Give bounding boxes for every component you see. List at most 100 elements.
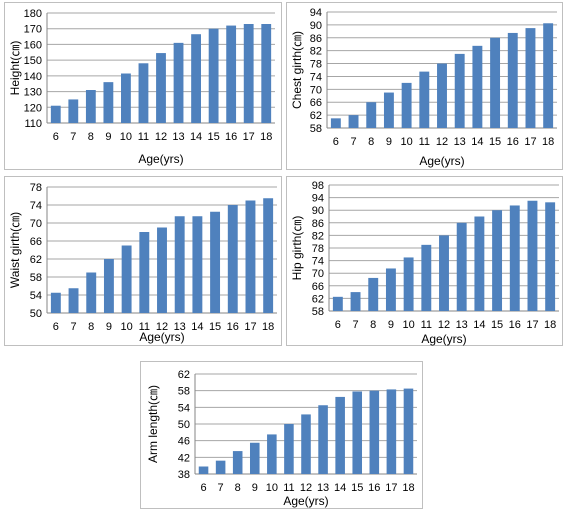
bar bbox=[198, 466, 209, 474]
x-tick-label: 12 bbox=[300, 482, 312, 494]
y-tick-label: 62 bbox=[30, 254, 42, 266]
bar bbox=[191, 34, 201, 123]
y-tick-label: 170 bbox=[24, 24, 42, 36]
x-tick-label: 15 bbox=[489, 136, 501, 148]
y-tick-label: 70 bbox=[310, 84, 322, 96]
bar bbox=[352, 391, 363, 474]
y-tick-label: 58 bbox=[30, 272, 42, 284]
x-tick-label: 15 bbox=[351, 482, 363, 494]
x-tick-label: 6 bbox=[53, 321, 59, 333]
x-tick-label: 13 bbox=[454, 136, 466, 148]
bar bbox=[525, 28, 536, 128]
bar bbox=[68, 99, 79, 123]
chart-height: 110 120 130 140 150 160 170 180 6 7 8 9 10 11 12 13 14 15… bbox=[4, 2, 282, 170]
bar bbox=[386, 389, 397, 474]
y-tick-label: 58 bbox=[312, 306, 324, 318]
chart-arm-length: 38 42 46 50 54 58 62 6 7 8 9 10 11 12 13 14 15 16 17 18 Age(… bbox=[140, 361, 423, 509]
bar bbox=[138, 63, 149, 123]
bar bbox=[401, 82, 412, 128]
bar bbox=[121, 73, 131, 123]
bar bbox=[226, 25, 237, 124]
y-tick-label: 58 bbox=[310, 123, 322, 135]
bar bbox=[474, 216, 485, 311]
y-tick-label: 94 bbox=[312, 193, 324, 205]
bar bbox=[261, 24, 272, 123]
y-tick-label: 50 bbox=[30, 308, 42, 320]
bar bbox=[403, 388, 414, 474]
x-tick-label: 6 bbox=[335, 319, 341, 331]
y-tick-label: 82 bbox=[312, 230, 324, 242]
x-tick-label: 8 bbox=[368, 136, 374, 148]
x-tick-label: 14 bbox=[334, 482, 346, 494]
x-tick-label: 10 bbox=[266, 482, 278, 494]
bar bbox=[368, 277, 379, 311]
bar bbox=[301, 414, 311, 474]
y-tick-label: 74 bbox=[312, 256, 324, 268]
bar bbox=[385, 268, 396, 311]
y-tick-label: 70 bbox=[312, 268, 324, 280]
y-tick-label: 98 bbox=[312, 180, 324, 192]
bar bbox=[318, 405, 328, 474]
bar bbox=[332, 296, 343, 311]
y-tick-label: 42 bbox=[178, 452, 190, 464]
x-tick-label: 17 bbox=[524, 136, 536, 148]
bar bbox=[243, 24, 254, 123]
bar bbox=[509, 205, 520, 311]
x-tick-label: 12 bbox=[438, 319, 450, 331]
x-axis-title: Age(yrs) bbox=[419, 154, 464, 168]
x-tick-label: 13 bbox=[172, 131, 184, 143]
y-tick-label: 86 bbox=[310, 33, 322, 45]
y-tick-label: 160 bbox=[24, 39, 42, 51]
y-tick-label: 62 bbox=[312, 293, 324, 305]
y-tick-label: 66 bbox=[30, 236, 42, 248]
x-tick-label: 16 bbox=[227, 321, 239, 333]
y-tick-label: 150 bbox=[24, 55, 42, 67]
x-tick-label: 14 bbox=[191, 321, 203, 333]
bar bbox=[156, 53, 166, 124]
bar bbox=[192, 216, 203, 313]
y-tick-label: 74 bbox=[30, 200, 42, 212]
x-tick-label: 8 bbox=[370, 319, 376, 331]
bar bbox=[335, 396, 345, 474]
x-axis-title: Age(yrs) bbox=[138, 152, 183, 166]
x-tick-label: 10 bbox=[120, 321, 132, 333]
bar bbox=[215, 460, 226, 474]
bar bbox=[330, 118, 341, 128]
x-tick-label: 11 bbox=[419, 136, 430, 148]
x-axis-title: Age(yrs) bbox=[421, 332, 466, 346]
x-tick-label: 14 bbox=[471, 136, 483, 148]
bar bbox=[245, 200, 256, 313]
y-tick-label: 180 bbox=[24, 8, 42, 20]
bar bbox=[421, 244, 432, 311]
x-tick-label: 17 bbox=[385, 482, 397, 494]
y-tick-label: 82 bbox=[310, 46, 322, 58]
x-tick-label: 11 bbox=[283, 482, 294, 494]
bar bbox=[366, 102, 377, 128]
bar bbox=[383, 92, 394, 128]
x-tick-label: 13 bbox=[174, 321, 186, 333]
bar bbox=[437, 63, 447, 128]
bar bbox=[369, 390, 380, 474]
bar bbox=[208, 28, 219, 123]
y-tick-label: 94 bbox=[310, 7, 322, 19]
x-tick-label: 7 bbox=[70, 321, 76, 333]
bar bbox=[439, 235, 449, 311]
x-tick-label: 10 bbox=[120, 131, 132, 143]
x-tick-label: 12 bbox=[155, 131, 167, 143]
chart-height-svg: 110 120 130 140 150 160 170 180 6 7 8 9 10 11 12 13 14 15… bbox=[8, 8, 275, 166]
bar bbox=[472, 45, 483, 129]
y-tick-label: 130 bbox=[24, 87, 42, 99]
bar bbox=[86, 272, 97, 313]
bar bbox=[507, 32, 518, 128]
bar bbox=[85, 90, 96, 123]
bar bbox=[543, 23, 554, 128]
x-tick-label: 11 bbox=[139, 321, 150, 333]
x-tick-label: 18 bbox=[544, 319, 556, 331]
bar bbox=[492, 210, 503, 311]
y-axis-title: Height(㎝) bbox=[8, 41, 22, 96]
x-tick-label: 16 bbox=[225, 131, 237, 143]
bar bbox=[103, 259, 114, 313]
x-tick-label: 7 bbox=[70, 131, 76, 143]
bar bbox=[419, 71, 430, 128]
